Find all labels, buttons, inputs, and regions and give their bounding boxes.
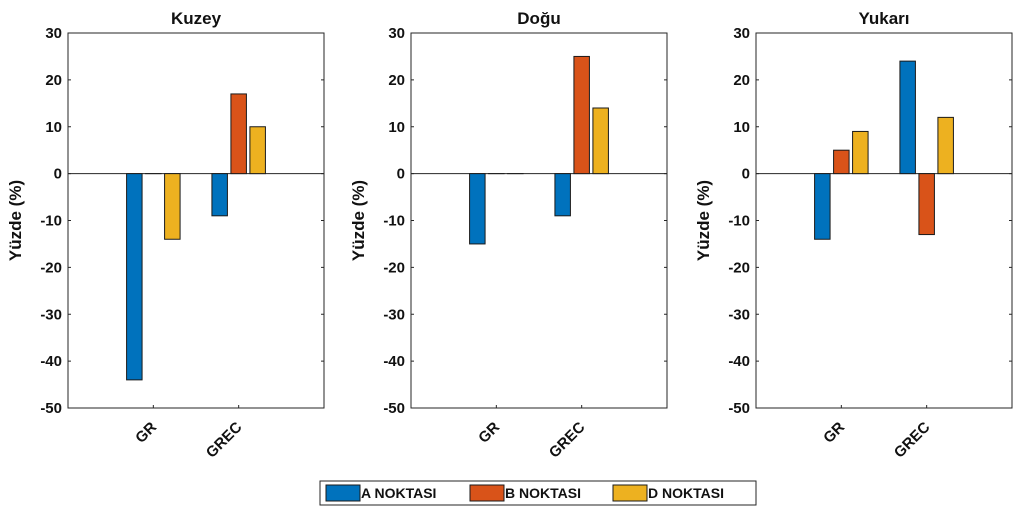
panel-1-bar-grec-1 [211, 173, 228, 217]
panel-1-bar-gr-1 [126, 173, 143, 381]
panel-3-bar-grec-3 [937, 116, 954, 175]
panel-1-ytick-label: -10 [40, 213, 62, 230]
panel-3-bar-gr-3 [852, 130, 869, 175]
panel-2-ylabel: Yüzde (%) [349, 180, 368, 261]
panel-1-ytick-label: -40 [40, 353, 62, 370]
panel-3-ytick-label: 0 [742, 166, 750, 183]
panel-2-ytick-label: -20 [383, 259, 405, 276]
panel-1-title: Kuzey [171, 9, 222, 28]
panel-2-ytick-label: -40 [383, 353, 405, 370]
panel-1-bar-grec-2 [230, 93, 247, 175]
panel-2-ytick-label: -10 [383, 213, 405, 230]
panel-3-ytick-label: -30 [728, 306, 750, 323]
panel-2-ytick-label: -50 [383, 400, 405, 417]
panel-2-bar-grec-2 [573, 55, 590, 175]
legend-label-1: A NOKTASI [361, 485, 436, 501]
legend-swatch-2 [469, 484, 505, 502]
panel-3-xtick-label: GREC [891, 419, 934, 462]
panel-2-axes [410, 32, 668, 409]
panel-1-ytick-label: 30 [45, 25, 62, 42]
legend-swatch-3 [612, 484, 648, 502]
panel-1-bar-gr-3 [164, 173, 181, 240]
panel-3-ylabel: Yüzde (%) [694, 180, 713, 261]
panel-1-ytick-label: 20 [45, 72, 62, 89]
legend-label-3: D NOKTASI [648, 485, 724, 501]
panel-3-bar-gr-2 [833, 149, 850, 175]
panel-1-xtick-label: GREC [203, 419, 246, 462]
panel-3-ytick-label: -50 [728, 400, 750, 417]
panel-1-ytick-label: 10 [45, 119, 62, 136]
panel-1-ytick-label: -20 [40, 259, 62, 276]
panel-2-ytick-label: 0 [397, 166, 405, 183]
panel-2-ytick-label: 20 [388, 72, 405, 89]
legend-box [319, 480, 757, 506]
panel-2-title: Doğu [517, 9, 560, 28]
panel-3-xtick-label: GR [820, 419, 848, 447]
panel-2-xtick-label: GREC [546, 419, 589, 462]
panel-3-title: Yukarı [858, 9, 909, 28]
panel-3-ytick-label: -20 [728, 259, 750, 276]
panel-3-axes [755, 32, 1013, 409]
panel-1-bar-grec-3 [249, 126, 266, 175]
panel-2-bar-grec-1 [554, 173, 571, 217]
panel-1-xtick-label: GR [132, 419, 160, 447]
panel-1-ytick-label: -30 [40, 306, 62, 323]
panel-3-ytick-label: 10 [733, 119, 750, 136]
legend-swatch-1 [325, 484, 361, 502]
panel-3-ytick-label: 30 [733, 25, 750, 42]
panel-3-bar-grec-2 [918, 173, 935, 236]
panel-2-ytick-label: 10 [388, 119, 405, 136]
panel-3-ytick-label: 20 [733, 72, 750, 89]
panel-2-bar-grec-3 [592, 107, 609, 175]
panel-1-axes [67, 32, 325, 409]
panel-1-ylabel: Yüzde (%) [6, 180, 25, 261]
panel-1-ytick-label: -50 [40, 400, 62, 417]
panel-2-ytick-label: 30 [388, 25, 405, 42]
panel-3-bar-grec-1 [899, 60, 916, 175]
panel-2-ytick-label: -30 [383, 306, 405, 323]
panel-1-ytick-label: 0 [54, 166, 62, 183]
panel-3-bar-gr-1 [814, 173, 831, 240]
panel-2-xtick-label: GR [475, 419, 503, 447]
panel-3-ytick-label: -10 [728, 213, 750, 230]
legend-label-2: B NOKTASI [505, 485, 581, 501]
panel-3-ytick-label: -40 [728, 353, 750, 370]
panel-2-bar-gr-1 [469, 173, 486, 245]
